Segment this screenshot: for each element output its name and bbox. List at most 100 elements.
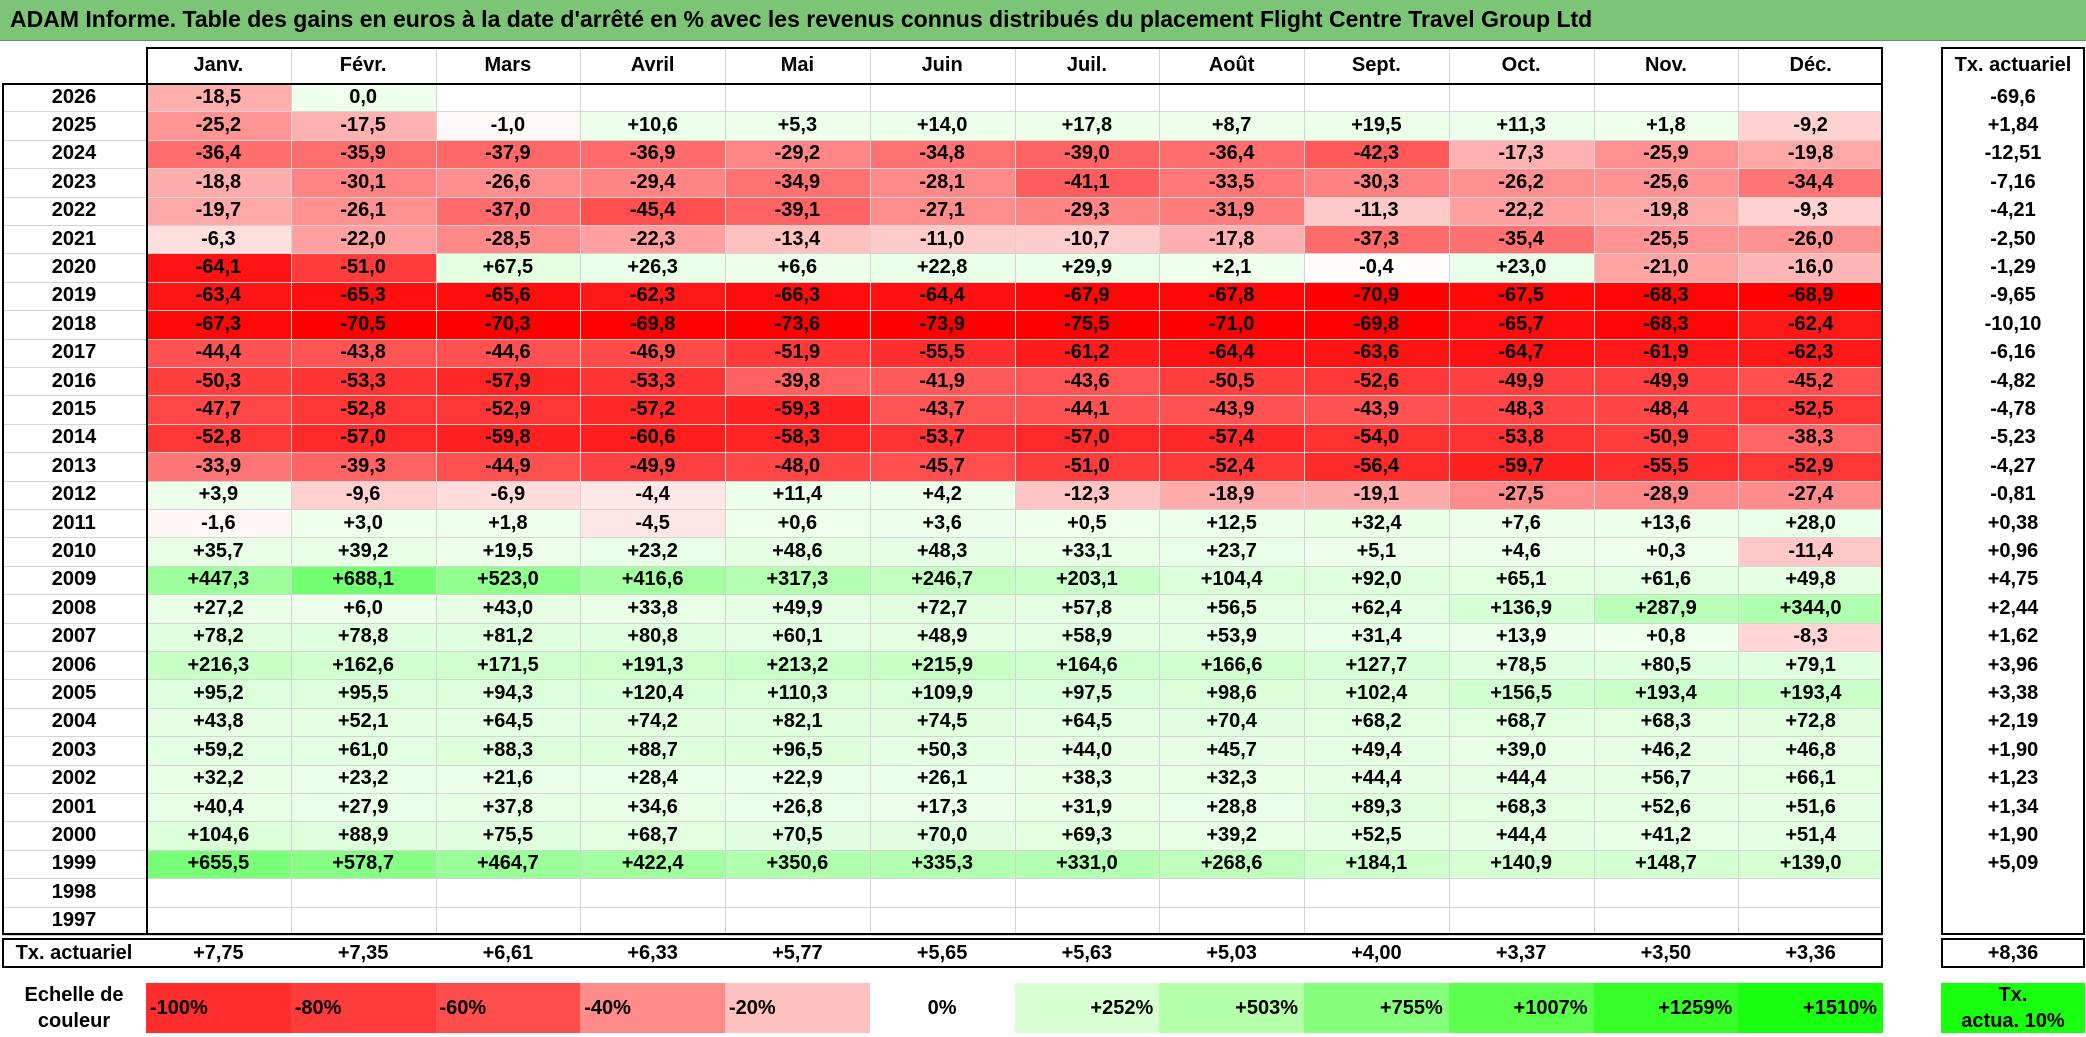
grid-line [2,736,1883,738]
row-rate-cell: +3,96 [1987,653,2039,676]
heatmap-cell: +34,6 [580,793,725,822]
heatmap-cell: +246,7 [869,565,1015,595]
year-label: 2002 [51,767,97,790]
heatmap-cell: -51,0 [1014,452,1160,481]
heatmap-cell [290,878,436,907]
heatmap-cell: +48,6 [725,537,870,566]
footer-label: Tx. actuariel [15,941,133,964]
heatmap-cell: +31,9 [1014,793,1160,822]
heatmap-cell: +68,3 [1593,707,1739,737]
heatmap-cell: +0,6 [725,509,870,538]
row-rate-cell: +2,19 [1987,710,2039,733]
heatmap-cell: +171,5 [435,651,581,680]
heatmap-cell: +68,7 [1448,707,1594,737]
heatmap-cell: -18,5 [146,83,291,112]
heatmap-cell: +21,6 [435,764,581,793]
row-rate-cell: -4,78 [1990,398,2036,421]
heatmap-cell: -17,8 [1159,225,1304,254]
heatmap-cell: -19,8 [1593,196,1739,225]
year-label: 2012 [51,483,97,506]
heatmap-cell: -22,2 [1448,196,1594,225]
heatmap-cell: -68,3 [1593,281,1739,311]
grid-line [2,764,1883,766]
heatmap-cell: +4,6 [1448,537,1594,566]
heatmap-cell: +68,3 [1448,793,1594,822]
year-label: 1999 [51,852,97,875]
year-label: 2013 [51,454,97,477]
heatmap-cell: +1,8 [1593,111,1739,140]
grid-line [2,168,1883,170]
heatmap-cell: -53,3 [290,367,436,396]
row-rate-cell [1941,907,2085,935]
heatmap-cell: -11,3 [1304,196,1449,225]
grid-line [2,225,1883,226]
heatmap-cell [725,83,870,112]
heatmap-cell: -64,4 [869,281,1015,311]
row-rate-cell: -6,16 [1990,341,2036,364]
heatmap-cell: -70,5 [290,310,436,339]
heatmap-cell [580,83,725,112]
grid-line [2,651,1883,652]
heatmap-cell: +2,1 [1159,253,1304,282]
legend-swatch: 0% [869,983,1015,1033]
heatmap-cell: +12,5 [1159,509,1304,538]
heatmap-cell: -44,6 [435,338,581,367]
year-label: 2014 [51,426,97,449]
heatmap-cell: -44,1 [1014,395,1160,424]
footer-rate-cell: +5,65 [916,941,968,964]
heatmap-cell: -69,8 [1304,310,1449,339]
heatmap-cell: +350,6 [725,849,870,879]
rate-header: Tx. actuariel [1954,53,2072,76]
heatmap-cell: +317,3 [725,565,870,595]
heatmap-cell: -57,2 [580,395,725,424]
month-header: Déc. [1789,53,1832,76]
heatmap-cell: +44,4 [1448,821,1594,850]
heatmap-cell [146,906,291,935]
year-label: 2026 [51,85,97,108]
year-label: 2008 [51,596,97,619]
heatmap-cell [1593,906,1739,935]
year-label: 2019 [51,284,97,307]
heatmap-cell: -25,5 [1593,225,1739,254]
heatmap-cell: +13,6 [1593,509,1739,538]
heatmap-cell: -35,9 [290,139,436,169]
heatmap-cell: +44,0 [1014,736,1160,765]
heatmap-cell: +19,5 [1304,111,1449,140]
heatmap-cell: -28,1 [869,168,1015,197]
heatmap-cell: +95,2 [146,679,291,708]
year-label: 2015 [51,398,97,421]
grid-line [290,47,292,935]
heatmap-cell: -27,1 [869,196,1015,225]
heatmap-cell: +92,0 [1304,565,1449,595]
heatmap-cell: +32,4 [1304,509,1449,538]
grid-line [2,509,1883,510]
heatmap-cell: -45,2 [1738,367,1883,396]
heatmap-cell: -59,7 [1448,452,1594,481]
month-header: Mai [780,53,815,76]
heatmap-cell: -26,1 [290,196,436,225]
heatmap-cell: +88,7 [580,736,725,765]
heatmap-cell: +0,3 [1593,537,1739,566]
grid-line [1738,47,1740,935]
heatmap-cell: +78,2 [146,622,291,651]
heatmap-cell: +50,3 [869,736,1015,765]
row-rate-cell: +1,90 [1987,738,2039,761]
heatmap-cell: +447,3 [146,565,291,595]
footer-rate-cell: +3,50 [1640,941,1692,964]
heatmap-cell: -19,7 [146,196,291,225]
heatmap-cell: +6,0 [290,594,436,623]
legend-label-line1: Echelle de [24,984,124,1006]
heatmap-cell [1304,878,1449,907]
heatmap-cell: -19,8 [1738,139,1883,169]
heatmap-cell: +22,8 [869,253,1015,282]
heatmap-cell: +64,5 [435,707,581,737]
grid-line [1304,47,1305,935]
legend-swatch: +755% [1304,983,1449,1033]
heatmap-cell: -9,3 [1738,196,1883,225]
heatmap-cell: +464,7 [435,849,581,879]
heatmap-cell: -48,3 [1448,395,1594,424]
heatmap-cell: -42,3 [1304,139,1449,169]
footer-total-rate: +8,36 [1987,941,2039,964]
year-label: 2001 [51,795,97,818]
heatmap-cell: -26,2 [1448,168,1594,197]
